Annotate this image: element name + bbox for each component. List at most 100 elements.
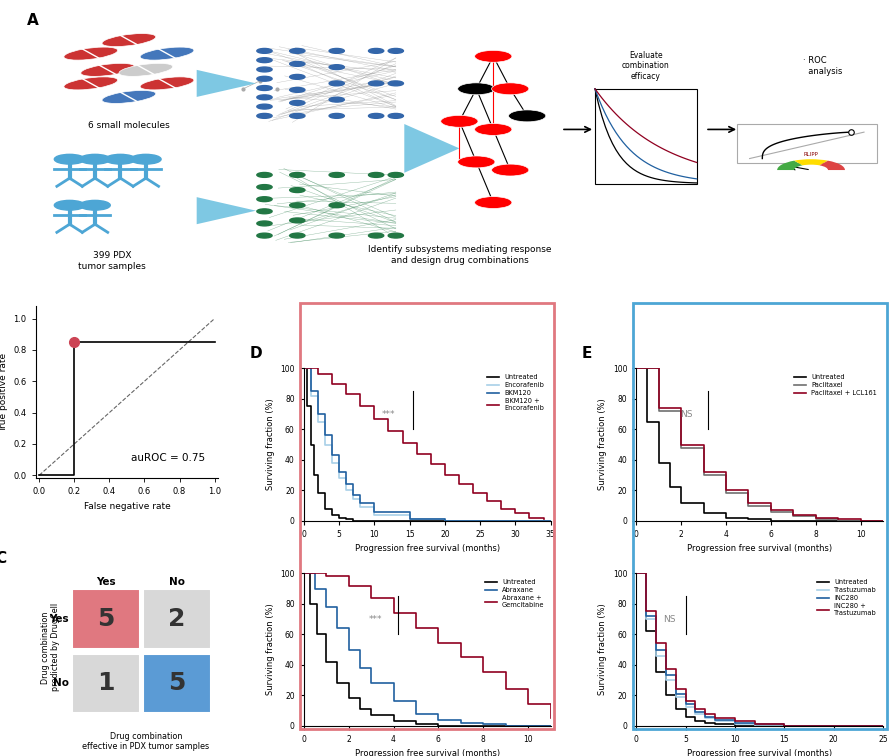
Polygon shape: [404, 124, 459, 173]
Circle shape: [388, 233, 403, 238]
Text: RLIPP: RLIPP: [804, 151, 819, 156]
Text: 5: 5: [169, 671, 186, 696]
Text: Drug combination
predicted by DrugCell: Drug combination predicted by DrugCell: [40, 603, 60, 692]
Circle shape: [368, 48, 384, 54]
Text: · ROC
  analysis: · ROC analysis: [803, 56, 842, 76]
Circle shape: [441, 116, 478, 127]
Circle shape: [458, 83, 495, 94]
Circle shape: [130, 154, 161, 164]
Ellipse shape: [119, 64, 173, 76]
Y-axis label: Surviving fraction (%): Surviving fraction (%): [266, 398, 275, 491]
Bar: [72, 654, 140, 713]
Text: ***: ***: [368, 615, 383, 624]
Circle shape: [475, 123, 512, 135]
Circle shape: [368, 172, 384, 178]
Wedge shape: [794, 160, 828, 166]
Text: Evaluate
combination
efficacy: Evaluate combination efficacy: [622, 51, 670, 81]
Circle shape: [368, 233, 384, 238]
Text: NS: NS: [664, 615, 676, 624]
Circle shape: [388, 48, 403, 54]
Circle shape: [257, 113, 272, 119]
X-axis label: False negative rate: False negative rate: [84, 502, 170, 511]
Y-axis label: Surviving fraction (%): Surviving fraction (%): [266, 603, 275, 696]
Circle shape: [368, 113, 384, 119]
Polygon shape: [197, 70, 256, 97]
Circle shape: [290, 48, 305, 54]
Bar: [144, 590, 211, 649]
Legend: Untreated, Paclitaxel, Paclitaxel + LCL161: Untreated, Paclitaxel, Paclitaxel + LCL1…: [791, 372, 880, 399]
Circle shape: [290, 74, 305, 79]
Text: 1: 1: [97, 671, 115, 696]
Y-axis label: Surviving fraction (%): Surviving fraction (%): [599, 603, 607, 696]
Ellipse shape: [140, 77, 194, 90]
Legend: Untreated, Trastuzumab, INC280, INC280 +
Trastuzumab: Untreated, Trastuzumab, INC280, INC280 +…: [814, 577, 880, 619]
Ellipse shape: [140, 47, 194, 60]
Circle shape: [388, 172, 403, 178]
Text: ***: ***: [382, 411, 395, 419]
Text: Predicted effective by DrugCell: Predicted effective by DrugCell: [334, 306, 520, 316]
Circle shape: [257, 95, 272, 100]
Text: D: D: [250, 345, 262, 361]
Bar: [595, 88, 697, 184]
Circle shape: [329, 48, 344, 54]
X-axis label: Progression free survival (months): Progression free survival (months): [355, 749, 500, 756]
Circle shape: [329, 113, 344, 119]
Circle shape: [290, 187, 305, 193]
Ellipse shape: [64, 47, 118, 60]
Circle shape: [388, 113, 403, 119]
Circle shape: [257, 221, 272, 226]
Text: Drug combination
effective in PDX tumor samples: Drug combination effective in PDX tumor …: [82, 732, 210, 751]
Bar: [72, 590, 140, 649]
Text: Predicted ineffective by DrugCell: Predicted ineffective by DrugCell: [662, 306, 857, 316]
Bar: [737, 124, 877, 163]
Text: A: A: [27, 13, 39, 28]
Wedge shape: [777, 161, 803, 170]
Circle shape: [257, 209, 272, 214]
Legend: Untreated, Abraxane, Abraxane +
Gemcitabine: Untreated, Abraxane, Abraxane + Gemcitab…: [482, 577, 548, 611]
Circle shape: [458, 156, 495, 168]
Circle shape: [329, 172, 344, 178]
Circle shape: [329, 203, 344, 208]
Bar: [144, 654, 211, 713]
Circle shape: [79, 200, 111, 210]
Text: auROC = 0.75: auROC = 0.75: [130, 453, 204, 463]
Circle shape: [475, 197, 512, 209]
Circle shape: [329, 81, 344, 86]
Circle shape: [290, 61, 305, 67]
Circle shape: [290, 88, 305, 92]
Circle shape: [54, 200, 85, 210]
Circle shape: [257, 233, 272, 238]
Polygon shape: [197, 197, 256, 225]
Wedge shape: [820, 161, 845, 170]
Circle shape: [329, 98, 344, 102]
Circle shape: [257, 67, 272, 72]
Circle shape: [257, 48, 272, 54]
Ellipse shape: [102, 33, 156, 47]
Legend: Untreated, Encorafenib, BKM120, BKM120 +
Encorafenib: Untreated, Encorafenib, BKM120, BKM120 +…: [484, 372, 548, 414]
Circle shape: [257, 172, 272, 178]
Text: 2: 2: [169, 607, 186, 631]
Text: NS: NS: [680, 411, 692, 419]
Text: No: No: [53, 678, 69, 689]
X-axis label: Progression free survival (months): Progression free survival (months): [355, 544, 500, 553]
Y-axis label: True positive rate: True positive rate: [0, 352, 8, 432]
Circle shape: [257, 197, 272, 202]
Circle shape: [475, 51, 512, 62]
Circle shape: [257, 57, 272, 63]
Circle shape: [257, 76, 272, 81]
Circle shape: [508, 110, 546, 122]
Ellipse shape: [102, 91, 156, 104]
Text: Identify subsystems mediating response
and design drug combinations: Identify subsystems mediating response a…: [368, 246, 551, 265]
Text: E: E: [582, 345, 592, 361]
Text: C: C: [0, 550, 6, 565]
Circle shape: [290, 218, 305, 223]
Circle shape: [368, 81, 384, 86]
Circle shape: [290, 101, 305, 105]
X-axis label: Progression free survival (months): Progression free survival (months): [687, 544, 832, 553]
Circle shape: [290, 172, 305, 178]
X-axis label: Progression free survival (months): Progression free survival (months): [687, 749, 832, 756]
Text: 5: 5: [97, 607, 114, 631]
Circle shape: [329, 65, 344, 70]
Circle shape: [290, 113, 305, 119]
Circle shape: [54, 154, 85, 164]
